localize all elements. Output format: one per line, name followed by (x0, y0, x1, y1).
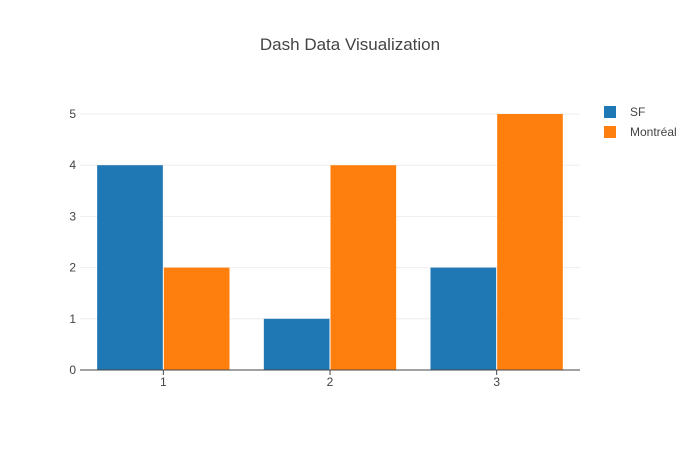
bar-montreal-1[interactable] (163, 267, 230, 370)
y-tick-label: 4 (69, 158, 76, 172)
bar-montreal-3[interactable] (497, 114, 563, 370)
bar-montreal-2[interactable] (330, 165, 397, 370)
x-tick-label: 3 (493, 375, 500, 389)
y-tick-label: 3 (69, 209, 76, 223)
bar-sf-3[interactable] (430, 267, 497, 370)
y-tick-label: 1 (69, 312, 76, 326)
legend-swatch-montreal[interactable] (604, 126, 616, 138)
x-tick-label: 1 (160, 375, 167, 389)
bar-sf-1[interactable] (97, 165, 163, 370)
legend-label-montreal[interactable]: Montréal (630, 125, 677, 139)
bars (97, 114, 563, 370)
gridlines (80, 113, 580, 320)
legend-swatch-sf[interactable] (604, 106, 616, 118)
y-tick-label: 0 (69, 363, 76, 377)
y-tick-label: 2 (69, 261, 76, 275)
x-tick-label: 2 (327, 375, 334, 389)
axes: 0 1 2 3 4 5 1 2 3 (69, 107, 580, 389)
chart-title: Dash Data Visualization (260, 35, 440, 54)
legend: SF Montréal (604, 105, 677, 139)
y-tick-label: 5 (69, 107, 76, 121)
bar-sf-2[interactable] (263, 318, 330, 370)
legend-label-sf[interactable]: SF (630, 105, 645, 119)
